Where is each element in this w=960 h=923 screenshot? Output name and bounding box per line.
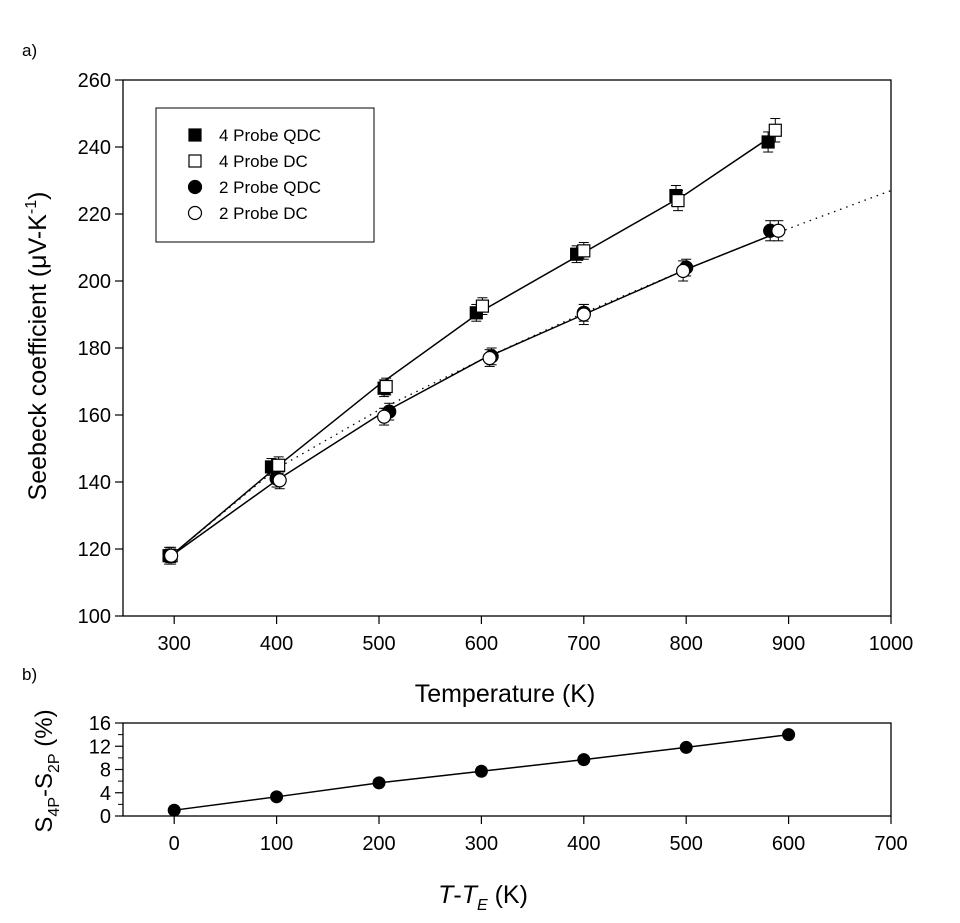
x-tick-label: 600	[772, 833, 805, 855]
difference-point	[679, 740, 693, 754]
y-tick-label: 8	[100, 760, 111, 782]
legend: 4 Probe QDC 4 Probe DC 2 Probe QDC 2 Probe …	[155, 107, 375, 243]
x-tick-label: 500	[362, 633, 395, 655]
data-point-square-filled	[761, 135, 775, 149]
y-tick-label: 100	[78, 606, 111, 628]
x-tick-label: 500	[670, 833, 703, 855]
panel-b-x-ticks: 0 100 200 300 400 500 600 700	[169, 816, 908, 855]
y-tick-label: 140	[78, 472, 111, 494]
panel-a-y-label-sup: -1	[23, 200, 40, 214]
data-point-circle-open	[164, 548, 179, 563]
x-tick-label: 1000	[869, 633, 914, 655]
panel-a-x-axis-label: Temperature (K)	[415, 680, 596, 708]
data-point-circle-open	[482, 350, 497, 366]
x-tick-label: 300	[465, 833, 498, 855]
x-tick-label: 400	[260, 633, 293, 655]
panel-a-y-ticks: 100 120 140 160 180 200 220 240 260	[78, 70, 123, 628]
difference-point	[270, 790, 284, 804]
panel-a-y-label-close: )	[24, 192, 52, 200]
data-point-circle-open	[771, 223, 786, 238]
panel-b-difference-chart: b) S4P-S2P (%) T-TE (K) 0 100 200 300 400 500…	[22, 665, 908, 914]
data-point-circle-open	[576, 307, 591, 322]
y-tick-label: 260	[78, 70, 111, 92]
data-point-circle-open	[676, 263, 691, 279]
data-point-square-open	[475, 299, 490, 313]
data-point-square-open	[272, 458, 286, 472]
x-tick-label: 800	[670, 633, 703, 655]
difference-point	[474, 764, 488, 778]
x-tick-label: 200	[362, 833, 395, 855]
y-tick-label: 4	[100, 783, 111, 805]
panel-a-seebeck-chart: a) Seebeck coefficient (μV-K-1) Temperat…	[22, 41, 913, 708]
y-tick-label: 16	[89, 713, 111, 735]
panel-a-x-ticks: 300 400 500 600 700 800 900 1000	[158, 616, 914, 655]
panel-b-x-axis-label: T-TE (K)	[438, 881, 528, 914]
x-tick-label: 600	[465, 633, 498, 655]
x-tick-label: 700	[874, 833, 907, 855]
panel-b-data-points	[167, 728, 796, 817]
legend-marker-square-open	[188, 154, 202, 168]
y-tick-label: 160	[78, 405, 111, 427]
data-point-square-open	[379, 379, 393, 394]
x-tick-label: 700	[567, 633, 600, 655]
data-point-circle-open	[377, 409, 392, 424]
y-tick-label: 12	[89, 736, 111, 758]
legend-label: 4 Probe QDC	[219, 126, 321, 145]
legend-marker-square-filled	[188, 128, 202, 142]
difference-point	[167, 803, 181, 817]
y-tick-label: 0	[100, 806, 111, 828]
x-tick-label: 0	[169, 833, 180, 855]
data-point-square-open	[577, 244, 591, 258]
legend-marker-circle-filled	[187, 179, 203, 195]
panel-a-data-points	[162, 123, 786, 563]
svg-text:S4P-S2P (%): S4P-S2P (%)	[31, 709, 63, 832]
difference-point	[782, 728, 796, 742]
x-tick-label: 400	[567, 833, 600, 855]
y-tick-label: 120	[78, 539, 111, 561]
data-point-square-open	[671, 194, 685, 208]
difference-point	[577, 753, 591, 767]
panel-a-y-label-main: Seebeck coefficient (μV-K	[24, 214, 52, 501]
y-tick-label: 240	[78, 137, 111, 159]
data-point-square-open	[768, 123, 782, 137]
x-tick-label: 100	[260, 833, 293, 855]
panel-a-label: a)	[22, 41, 37, 60]
data-point-circle-open	[272, 473, 287, 488]
legend-marker-circle-open	[187, 205, 203, 221]
fit-line-dotted-3	[168, 189, 892, 558]
x-tick-label: 900	[772, 633, 805, 655]
y-tick-label: 180	[78, 338, 111, 360]
panel-b-y-axis-label: S4P-S2P (%)	[31, 709, 63, 832]
panel-a-y-axis-label: Seebeck coefficient (μV-K-1)	[23, 192, 52, 501]
svg-text:Seebeck coefficient (μV-K-1): Seebeck coefficient (μV-K-1)	[23, 192, 52, 501]
y-tick-label: 200	[78, 271, 111, 293]
y-tick-label: 220	[78, 204, 111, 226]
legend-label: 2 Probe DC	[219, 204, 308, 223]
legend-label: 4 Probe DC	[219, 152, 308, 171]
difference-point	[372, 776, 386, 790]
panel-b-label: b)	[22, 665, 37, 684]
legend-label: 2 Probe QDC	[219, 178, 321, 197]
x-tick-label: 300	[158, 633, 191, 655]
